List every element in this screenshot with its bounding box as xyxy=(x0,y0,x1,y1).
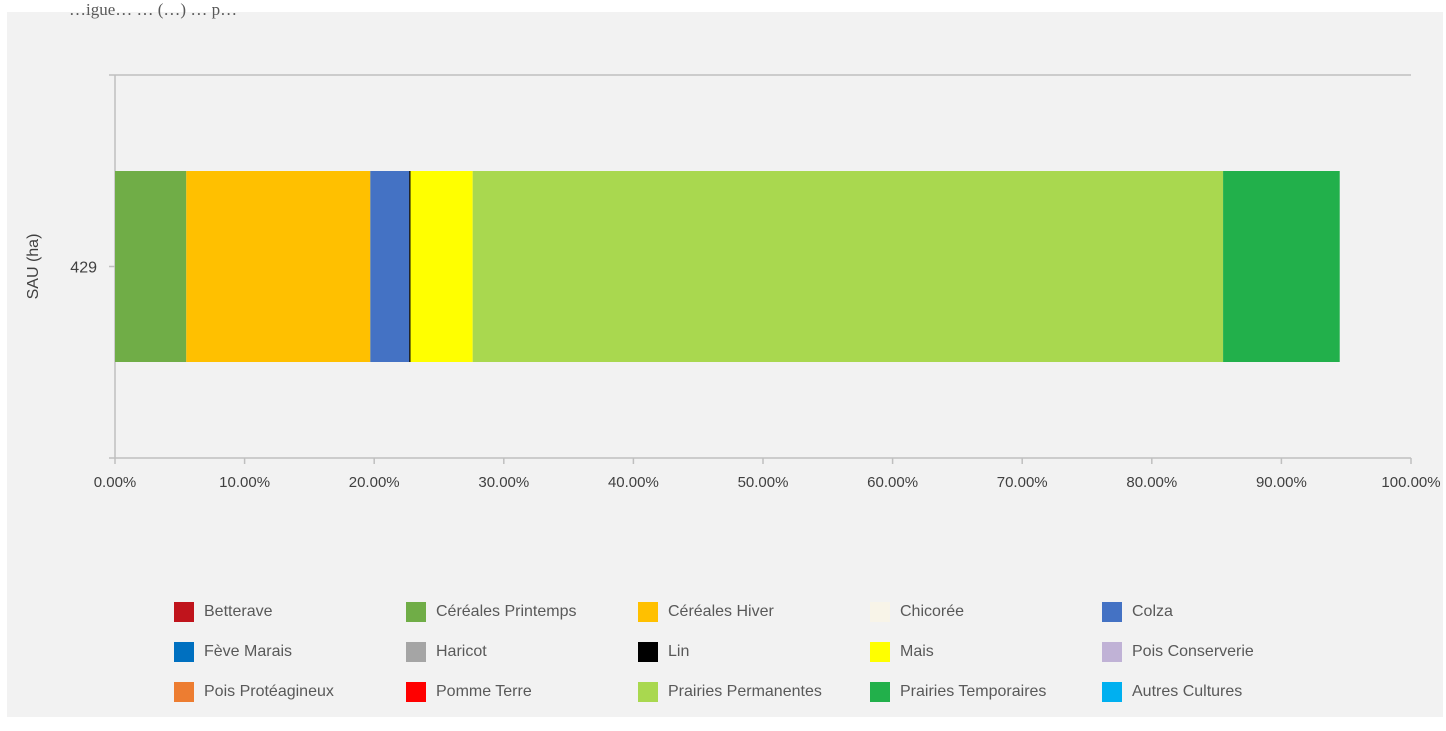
bar-segment-prairies-temporaires xyxy=(1223,171,1340,362)
legend-swatch xyxy=(174,601,194,622)
bar-segment-c-r-ales-printemps xyxy=(115,171,187,362)
legend-swatch xyxy=(174,641,194,662)
chart-title-cut: …igue… … (…) … p… xyxy=(69,0,238,19)
legend-swatch xyxy=(638,681,658,702)
legend-swatch xyxy=(1102,641,1122,662)
bar-segment-lin xyxy=(409,171,411,362)
legend-item: Betterave xyxy=(174,601,406,622)
bar-segment-c-r-ales-hiver xyxy=(186,171,371,362)
bar-segment-prairies-permanentes xyxy=(472,171,1224,362)
legend-label: Fève Marais xyxy=(204,642,293,660)
y-axis-title: SAU (ha) xyxy=(25,234,42,300)
bar-segment-colza xyxy=(370,171,410,362)
chart-panel: …igue… … (…) … p… 0.00% 10.00% 20.00% 30.00… xyxy=(7,0,1443,717)
stacked-bar-chart: 0.00% 10.00% 20.00% 30.00% 40.00% 50.00% 60.00… xyxy=(25,74,1441,491)
legend-swatch xyxy=(406,601,426,622)
x-tick-label: 10.00% xyxy=(219,474,270,491)
legend-label: Chicorée xyxy=(900,602,965,620)
legend-label: Haricot xyxy=(436,642,487,660)
legend-label: Prairies Temporaires xyxy=(900,682,1047,700)
legend-item: Colza xyxy=(1102,601,1334,622)
legend-swatch xyxy=(406,681,426,702)
legend-label: Betterave xyxy=(204,602,273,620)
legend-item: Pois Conserverie xyxy=(1102,641,1334,662)
legend-swatch xyxy=(1102,601,1122,622)
y-category-label: 429 xyxy=(70,260,97,277)
legend-label: Prairies Permanentes xyxy=(668,682,822,700)
legend-swatch xyxy=(638,641,658,662)
legend-item: Prairies Permanentes xyxy=(638,681,870,702)
x-tick-label: 20.00% xyxy=(349,474,400,491)
legend-item: Céréales Hiver xyxy=(638,601,870,622)
bar-segment-mais xyxy=(410,171,473,362)
legend-swatch xyxy=(174,681,194,702)
x-tick-label: 40.00% xyxy=(608,474,659,491)
legend-item: Chicorée xyxy=(870,601,1102,622)
legend-item: Pomme Terre xyxy=(406,681,638,702)
x-tick-label: 100.00% xyxy=(1381,474,1440,491)
legend-label: Pois Protéagineux xyxy=(204,682,334,700)
x-tick-label: 70.00% xyxy=(997,474,1048,491)
legend-item: Mais xyxy=(870,641,1102,662)
legend-item: Autres Cultures xyxy=(1102,681,1334,702)
legend-swatch xyxy=(870,601,890,622)
x-tick-label: 0.00% xyxy=(94,474,137,491)
legend-item: Lin xyxy=(638,641,870,662)
legend-swatch xyxy=(638,601,658,622)
x-tick-label: 60.00% xyxy=(867,474,918,491)
x-tick-label: 80.00% xyxy=(1126,474,1177,491)
legend-label: Pois Conserverie xyxy=(1132,642,1254,660)
legend-swatch xyxy=(870,681,890,702)
legend-item: Céréales Printemps xyxy=(406,601,638,622)
legend-swatch xyxy=(870,641,890,662)
legend-item: Fève Marais xyxy=(174,641,406,662)
legend-label: Pomme Terre xyxy=(436,682,532,700)
legend-swatch xyxy=(406,641,426,662)
legend-item: Prairies Temporaires xyxy=(870,681,1102,702)
x-tick-label: 90.00% xyxy=(1256,474,1307,491)
chart-legend: Betterave Céréales Printemps Céréales Hive… xyxy=(174,601,1334,702)
x-tick-label: 30.00% xyxy=(478,474,529,491)
legend-label: Mais xyxy=(900,642,934,660)
legend-label: Colza xyxy=(1132,602,1173,620)
legend-item: Haricot xyxy=(406,641,638,662)
legend-label: Lin xyxy=(668,642,690,660)
legend-swatch xyxy=(1102,681,1122,702)
legend-label: Céréales Printemps xyxy=(436,602,577,620)
x-tick-label: 50.00% xyxy=(738,474,789,491)
legend-label: Autres Cultures xyxy=(1132,682,1243,700)
legend-item: Pois Protéagineux xyxy=(174,681,406,702)
legend-label: Céréales Hiver xyxy=(668,602,774,620)
